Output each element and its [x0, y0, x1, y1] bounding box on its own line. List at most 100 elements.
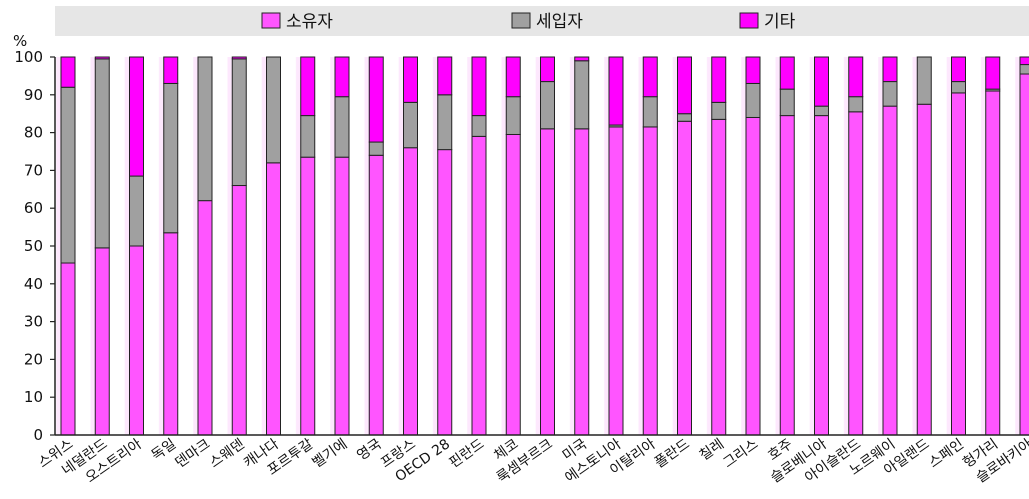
- bar-segment: [882, 105, 898, 436]
- bar-segment: [540, 128, 555, 436]
- legend-label: 세입자: [536, 12, 583, 32]
- bar-segment: [231, 58, 247, 187]
- bar-segment: [505, 56, 521, 98]
- legend-band: [55, 6, 1029, 36]
- bar-segment: [60, 56, 76, 88]
- bar-segment: [368, 56, 384, 143]
- bar-segment: [334, 156, 350, 436]
- bar-segment: [677, 113, 692, 122]
- bar-segment: [882, 56, 898, 83]
- x-tick-label: 그리스: [720, 436, 761, 471]
- x-tick-label: 폴란드: [652, 436, 693, 471]
- x-tick-label: 스페인: [926, 436, 967, 471]
- bar-segment: [300, 115, 316, 158]
- bar-segment: [574, 128, 590, 436]
- bar-segment: [814, 56, 829, 107]
- bar-segment: [403, 101, 418, 149]
- y-tick-label: 50: [24, 237, 43, 255]
- legend-swatch: [511, 12, 531, 29]
- y-tick-label: 40: [24, 275, 43, 293]
- bar-segment: [642, 126, 658, 436]
- bar-segment: [848, 56, 864, 98]
- bar-segment: [505, 96, 521, 135]
- bar-segment: [985, 56, 1001, 90]
- bar-segment: [300, 156, 316, 436]
- y-axis: 0 10 20 30 40 50 60 70 80 90 100: [14, 48, 55, 444]
- bar-segment: [163, 232, 179, 436]
- bar-segment: [368, 154, 384, 436]
- bar-segment: [745, 82, 761, 118]
- bar-segment: [540, 56, 555, 83]
- bar-segment: [951, 81, 966, 94]
- bar-segment: [916, 56, 932, 105]
- bar-segment: [129, 175, 144, 247]
- y-tick-label: 70: [24, 161, 43, 179]
- x-tick-label: 덴마크: [172, 436, 213, 471]
- bar-segment: [163, 56, 179, 84]
- bar-segment: [951, 92, 966, 436]
- bar-segment: [574, 60, 590, 130]
- bar-segment: [779, 88, 795, 117]
- bar-segment: [985, 90, 1001, 436]
- bar-segment: [231, 56, 247, 60]
- bar-segment: [540, 81, 555, 130]
- bar-segment: [471, 135, 487, 436]
- bar-segment: [677, 120, 692, 436]
- bar-segment: [608, 126, 624, 436]
- bar-segment: [1019, 56, 1029, 66]
- bar-segment: [916, 103, 932, 436]
- bar-segment: [814, 115, 829, 436]
- bar-segment: [574, 56, 590, 62]
- bar-segment: [677, 56, 692, 115]
- bar-segment: [951, 56, 966, 83]
- bar-segment: [197, 200, 213, 436]
- bar-segment: [437, 149, 453, 436]
- legend-label: 기타: [764, 12, 796, 32]
- bar-segment: [814, 105, 829, 117]
- bar-segment: [437, 56, 453, 96]
- bar-segment: [1019, 73, 1029, 436]
- bar-segment: [300, 56, 316, 117]
- bar-segment: [848, 96, 864, 113]
- y-axis-unit: %: [13, 32, 27, 50]
- bar-segment: [779, 56, 795, 90]
- bar-segment: [505, 133, 521, 436]
- y-tick-label: 90: [24, 86, 43, 104]
- bar-segment: [266, 56, 281, 164]
- bar-segment: [403, 56, 418, 103]
- bar-segment: [60, 86, 76, 264]
- y-tick-label: 80: [24, 124, 43, 142]
- bar-segment: [94, 247, 110, 436]
- bar-segment: [745, 56, 761, 84]
- bar-segment: [711, 118, 727, 436]
- bar-segment: [437, 94, 453, 151]
- legend-label: 소유자: [286, 12, 333, 32]
- legend-swatch: [261, 12, 281, 29]
- bar-segment: [608, 56, 624, 126]
- bar-segment: [334, 96, 350, 158]
- bar-segment: [60, 262, 76, 436]
- y-tick-label: 60: [24, 199, 43, 217]
- y-tick-label: 100: [14, 48, 43, 66]
- bar-segment: [711, 101, 727, 120]
- bar-segment: [94, 56, 110, 60]
- bar-segment: [711, 56, 727, 103]
- bar-segment: [94, 58, 110, 249]
- bar-segment: [334, 56, 350, 98]
- bar-segment: [471, 115, 487, 137]
- y-tick-label: 0: [33, 426, 43, 444]
- y-tick-label: 20: [24, 350, 43, 368]
- bar-segment: [197, 56, 213, 202]
- bar-segment: [1019, 64, 1029, 75]
- x-tick-label: 핀란드: [446, 436, 487, 471]
- bar-segment: [779, 115, 795, 436]
- y-tick-label: 30: [24, 313, 43, 331]
- bar-segment: [403, 147, 418, 436]
- legend: 소유자 세입자 기타: [261, 12, 796, 32]
- bar-segment: [471, 56, 487, 117]
- bar-segment: [163, 82, 179, 234]
- x-tick-label: 스웨덴: [207, 436, 248, 471]
- bar-segment: [848, 111, 864, 436]
